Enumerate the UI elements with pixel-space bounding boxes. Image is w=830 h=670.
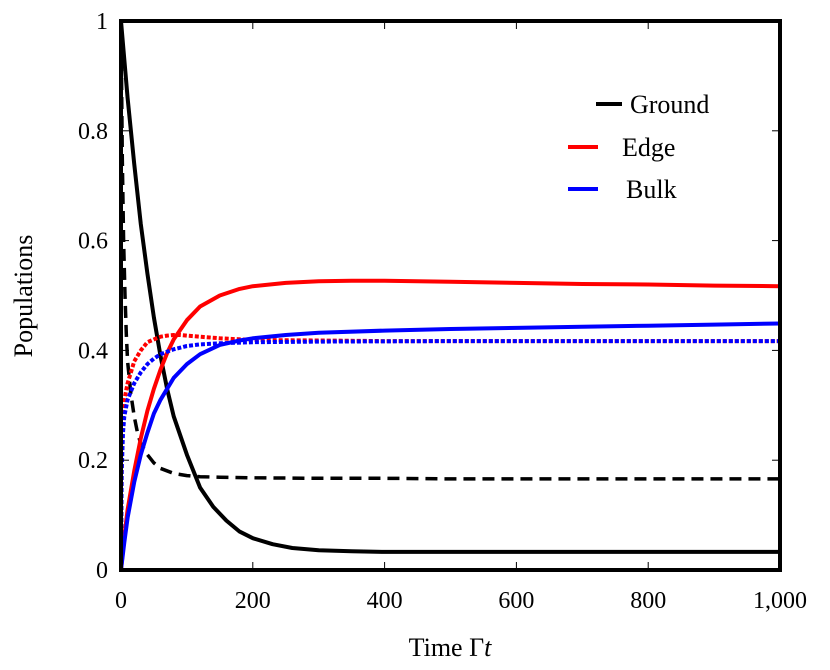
series-line-ground-dashed: [119, 20, 780, 481]
plot-frame: [119, 19, 782, 572]
x-axis-label: Time Γt: [409, 633, 493, 662]
series-line-bulk-solid: [119, 321, 781, 571]
y-tick-label: 0: [96, 558, 108, 584]
y-tick-label: 0.2: [78, 448, 108, 474]
series-line-edge-dotted: [119, 333, 780, 571]
x-tick-label: 800: [630, 588, 666, 614]
y-tick-label: 0.6: [78, 229, 108, 255]
y-tick-label: 1: [96, 9, 108, 35]
legend-label-bulk: Bulk: [626, 175, 677, 204]
legend: Ground Edge Bulk: [568, 90, 709, 204]
x-tick-label: 400: [367, 588, 403, 614]
legend-label-ground: Ground: [630, 90, 709, 119]
tick-layer: 0 200 400 600 800 1,000 0 0.2 0.4 0.6 0.8 1: [78, 9, 807, 614]
y-axis-label: Populations: [9, 235, 38, 358]
x-axis-label-greek: Γ: [469, 633, 484, 662]
x-tick-label: 200: [235, 588, 271, 614]
series-line-ground-solid: [119, 20, 780, 554]
series-line-bulk-dotted: [119, 339, 780, 571]
x-tick-label: 600: [498, 588, 534, 614]
series-layer: [119, 20, 781, 571]
x-tick-label: 0: [115, 588, 127, 614]
legend-label-edge: Edge: [622, 133, 675, 162]
x-axis-label-variable: t: [484, 633, 492, 662]
x-tick-label: 1,000: [753, 588, 807, 614]
y-tick-label: 0.4: [78, 338, 108, 364]
series-line-edge-solid: [119, 278, 781, 571]
x-axis-label-prefix: Time: [409, 633, 469, 662]
y-tick-label: 0.8: [78, 119, 108, 145]
